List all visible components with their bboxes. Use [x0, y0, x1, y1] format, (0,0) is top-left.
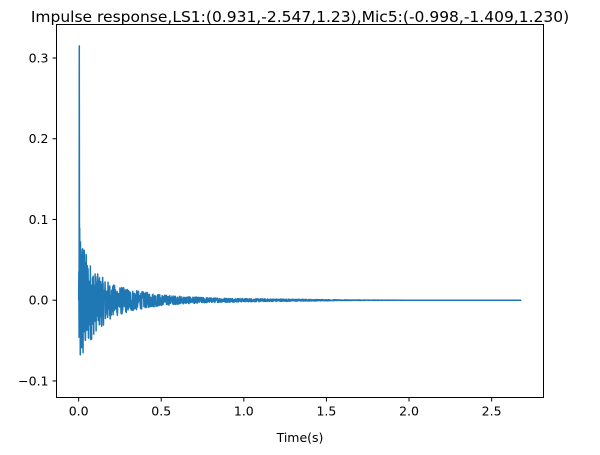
y-tick-label: 0.3: [29, 51, 49, 66]
data-layer: [77, 45, 523, 356]
x-tick-label: 2.0: [399, 404, 419, 419]
x-tick-label: 0.5: [151, 404, 171, 419]
x-tick-label: 2.5: [482, 404, 502, 419]
axes-frame: [56, 24, 544, 398]
x-tick-label: 0.0: [69, 404, 89, 419]
x-axis-label: Time(s): [276, 430, 324, 445]
y-tick-label: 0.1: [29, 212, 49, 227]
y-tick-label: −0.1: [18, 373, 48, 388]
x-axis: 0.0 0.5 1.0 1.5 2.0 2.5: [69, 397, 502, 419]
chart-title: Impulse response,LS1:(0.931,-2.547,1.23)…: [31, 8, 569, 26]
impulse-response-line: [77, 45, 523, 356]
y-axis: −0.1 0.0 0.1 0.2 0.3: [18, 51, 57, 388]
y-tick-label: 0.0: [29, 293, 49, 308]
y-tick-label: 0.2: [29, 131, 49, 146]
x-tick-label: 1.5: [316, 404, 336, 419]
x-tick-label: 1.0: [234, 404, 254, 419]
